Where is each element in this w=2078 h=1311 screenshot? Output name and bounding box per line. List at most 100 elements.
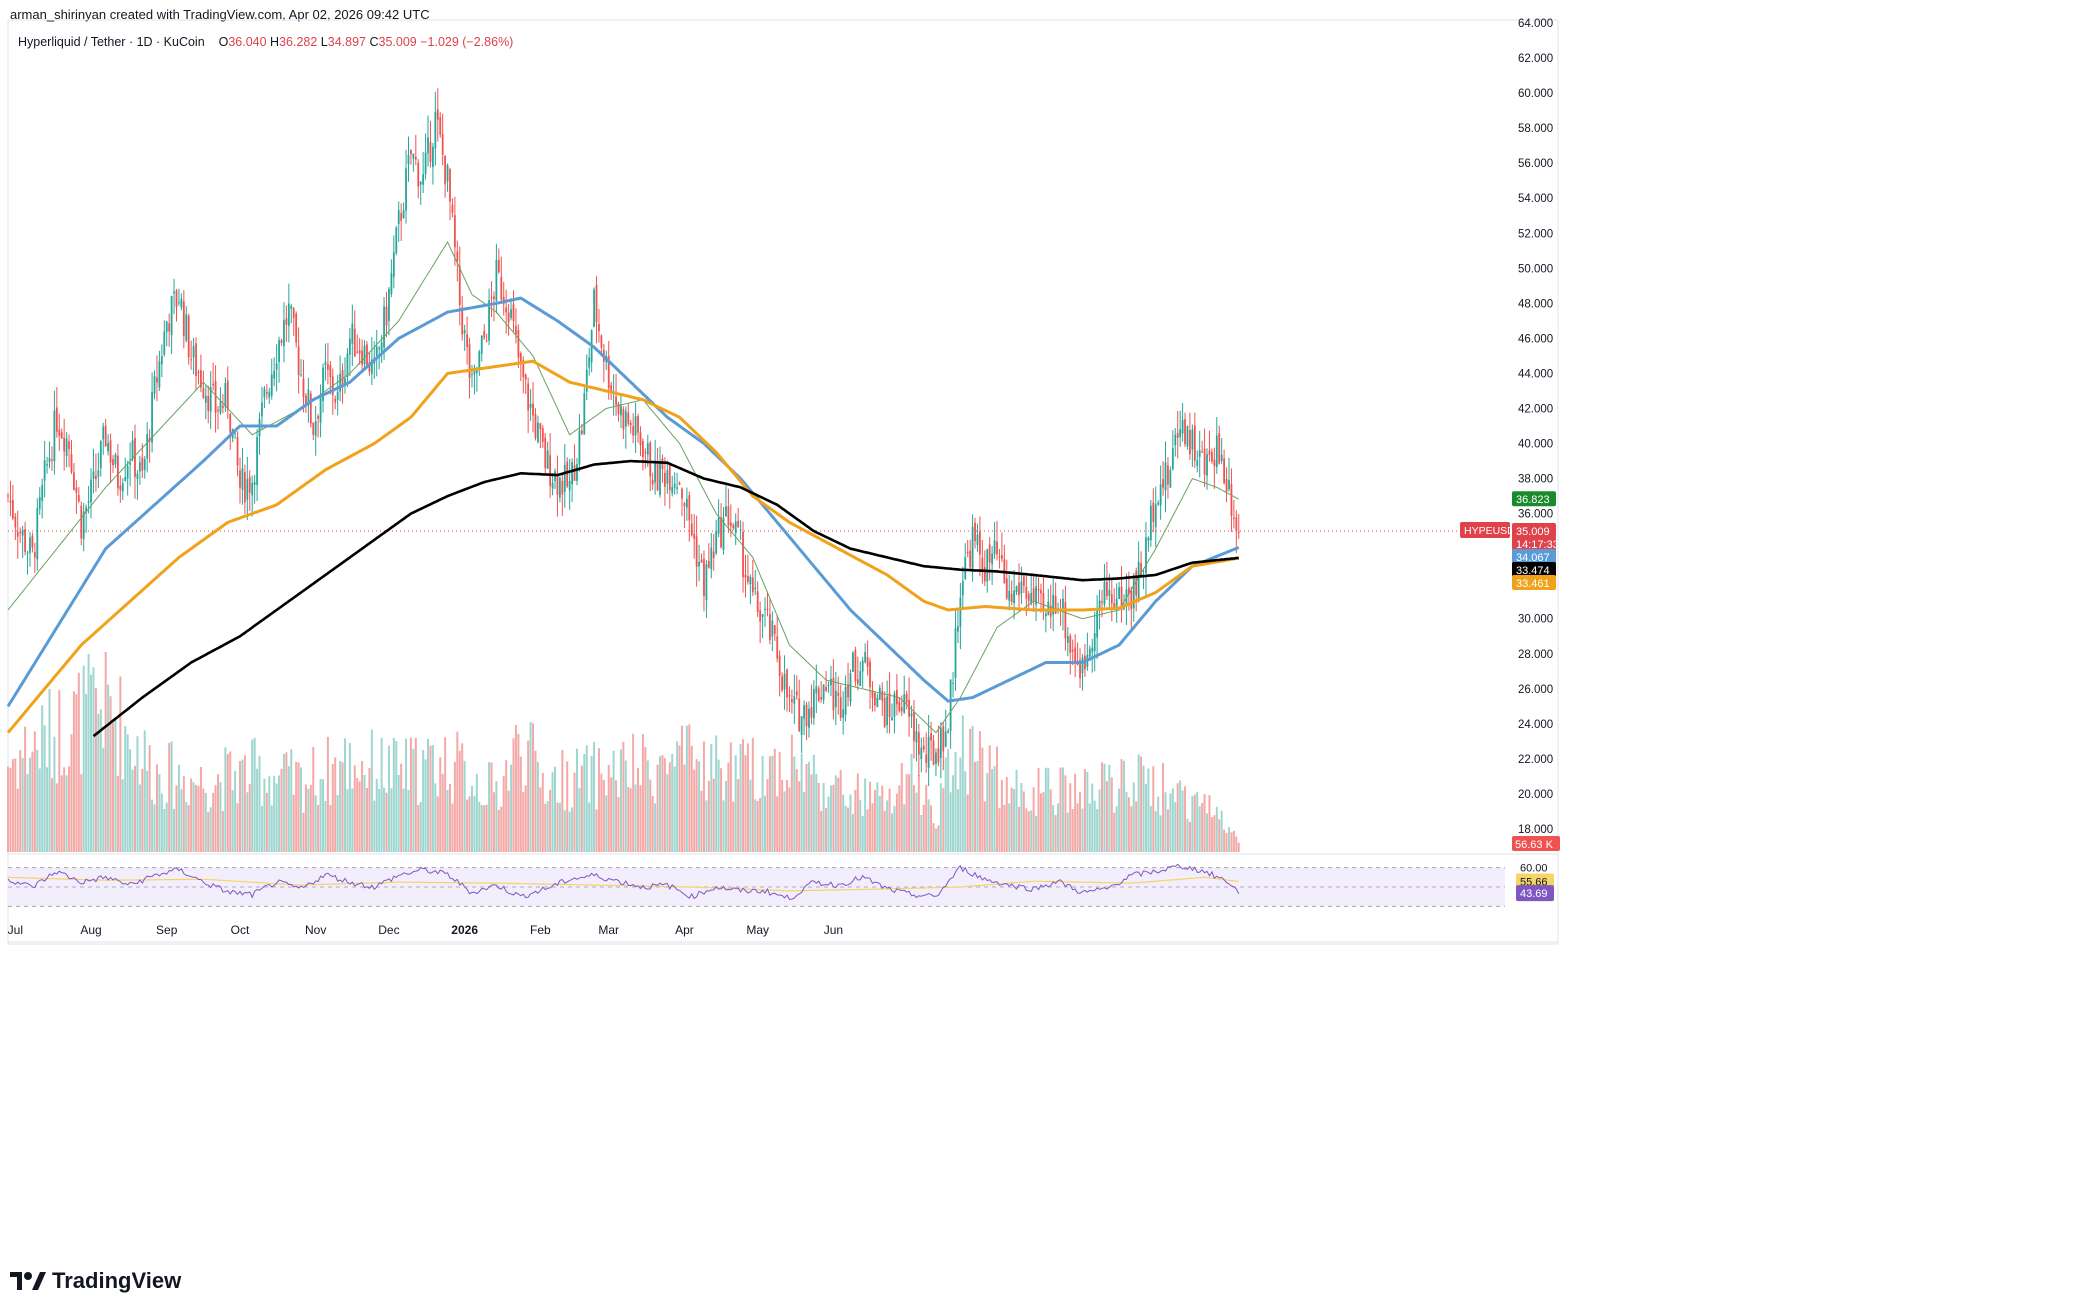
candle-body xyxy=(505,307,508,313)
volume-bar xyxy=(1047,768,1050,852)
volume-bar xyxy=(1181,790,1184,852)
candle-body xyxy=(705,564,708,600)
volume-bar xyxy=(85,693,88,852)
candle-body xyxy=(380,342,383,352)
candle-body xyxy=(979,531,981,555)
candle-body xyxy=(678,482,681,485)
candle-body xyxy=(190,359,193,361)
candle-body xyxy=(991,553,994,565)
volume-bar xyxy=(412,748,415,852)
volume-bar xyxy=(343,738,346,852)
candle-body xyxy=(141,457,144,471)
candle-body xyxy=(886,696,889,726)
volume-bar xyxy=(363,775,366,852)
volume-bar xyxy=(378,788,381,852)
symbol-name[interactable]: Hyperliquid / Tether · 1D · KuCoin xyxy=(18,35,205,49)
candle-body xyxy=(1005,578,1008,599)
candle-body xyxy=(722,517,725,550)
volume-bar xyxy=(766,779,769,852)
volume-bar xyxy=(593,741,596,852)
candle-body xyxy=(70,454,73,473)
candle-body xyxy=(329,365,332,378)
candle-body xyxy=(939,727,942,758)
candle-body xyxy=(204,395,207,403)
candle-body xyxy=(715,530,718,554)
candle-body xyxy=(1108,589,1111,596)
candle-body xyxy=(1015,586,1018,593)
symbol-price-badge xyxy=(1460,521,1510,538)
candle-body xyxy=(1071,649,1074,652)
volume-bar xyxy=(419,801,422,852)
candle-body xyxy=(283,320,285,347)
candle-body xyxy=(781,676,784,691)
candle-body xyxy=(1218,433,1221,464)
volume-bar xyxy=(932,823,935,852)
candle-body xyxy=(55,407,58,432)
candle-body xyxy=(75,487,78,493)
volume-bar xyxy=(847,807,850,852)
candle-body xyxy=(395,227,398,253)
rsi-ma-line xyxy=(7,876,1239,892)
candle-body xyxy=(524,374,527,380)
candle-body xyxy=(580,430,583,434)
volume-bar xyxy=(431,745,434,852)
candle-body xyxy=(649,442,652,477)
candle-body xyxy=(107,442,110,452)
candle-body xyxy=(534,413,537,438)
volume-bar xyxy=(475,773,478,852)
volume-bar xyxy=(346,789,349,852)
candle-body xyxy=(900,707,903,712)
volume-bar xyxy=(988,745,991,852)
volume-bar xyxy=(1000,779,1003,852)
candle-body xyxy=(33,552,36,558)
candle-body xyxy=(690,523,693,536)
candle-body xyxy=(1196,460,1199,466)
volume-bar xyxy=(112,722,115,852)
volume-bar xyxy=(1201,802,1204,852)
volume-bar xyxy=(866,809,869,852)
volume-bar xyxy=(287,766,290,852)
volume-bar xyxy=(1115,806,1118,852)
candle-body xyxy=(998,556,1001,558)
volume-bar xyxy=(996,746,999,852)
volume-bar xyxy=(275,783,278,852)
volume-bar xyxy=(1228,827,1230,852)
volume-bar xyxy=(488,762,491,852)
volume-bar xyxy=(954,751,957,852)
candle-body xyxy=(1022,576,1025,586)
volume-bar xyxy=(1049,789,1052,852)
candle-body xyxy=(178,302,180,304)
candle-body xyxy=(275,363,278,370)
candle-body xyxy=(246,478,249,500)
volume-bar xyxy=(309,784,312,852)
volume-bar xyxy=(24,726,27,852)
volume-bar xyxy=(815,773,818,852)
volume-bar xyxy=(256,768,259,852)
volume-bar xyxy=(659,756,662,852)
candle-body xyxy=(400,213,403,221)
tradingview-brand[interactable]: TradingView xyxy=(10,1268,181,1294)
volume-bar xyxy=(131,769,134,852)
volume-bar xyxy=(781,779,784,852)
candle-body xyxy=(456,251,459,261)
volume-bar xyxy=(532,723,535,852)
volume-bar xyxy=(197,786,200,852)
volume-bar xyxy=(146,770,149,852)
volume-bar xyxy=(1122,760,1125,852)
volume-bar xyxy=(270,805,273,852)
candle-body xyxy=(1093,633,1096,652)
candle-body xyxy=(976,534,979,545)
candle-body xyxy=(568,480,571,491)
volume-bar xyxy=(1203,794,1206,852)
candle-body xyxy=(815,686,818,694)
volume-bar xyxy=(908,774,911,852)
candle-body xyxy=(1120,586,1123,611)
candle-body xyxy=(444,155,447,185)
candle-body xyxy=(82,511,85,540)
moving-average-line xyxy=(6,296,1240,708)
volume-bar xyxy=(961,715,964,852)
candle-body xyxy=(46,464,48,466)
volume-bar xyxy=(456,731,459,852)
candle-body xyxy=(1110,594,1113,604)
